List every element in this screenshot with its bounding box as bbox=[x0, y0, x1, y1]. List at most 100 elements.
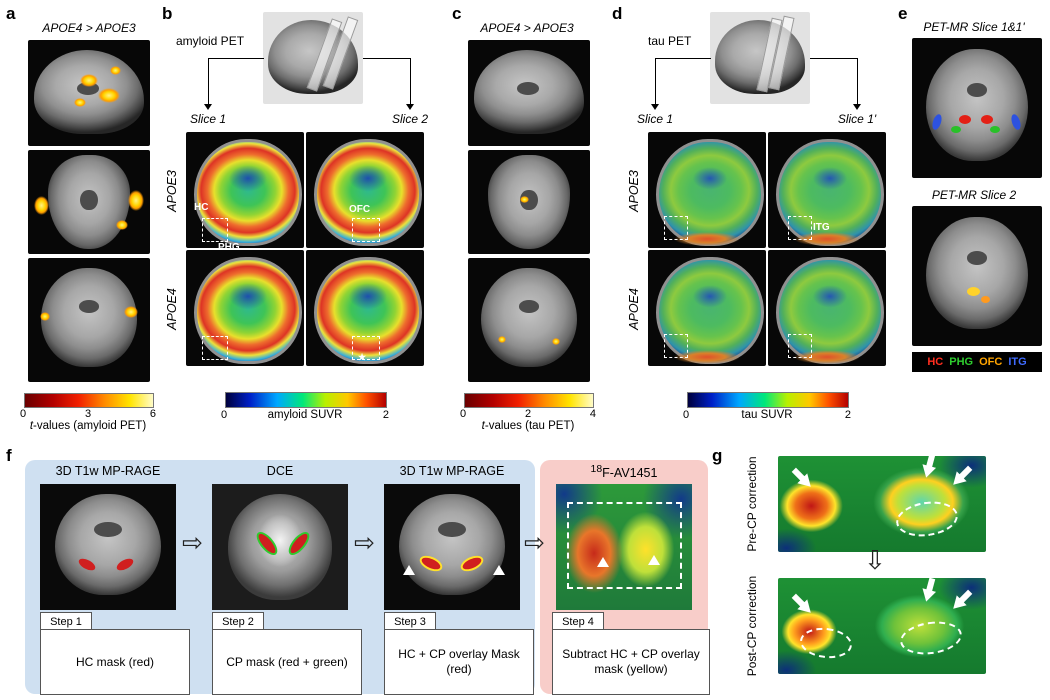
white-arrow-icon bbox=[789, 465, 817, 493]
caption-text: -values (amyloid PET) bbox=[33, 420, 147, 432]
connector-slice1-d bbox=[655, 58, 711, 105]
stage4-title-sup: 18 bbox=[590, 464, 603, 475]
panel-d-label: d bbox=[612, 4, 623, 23]
brain-a-coronal bbox=[28, 258, 150, 382]
colorbar-b-ticks: 0 amyloid SUVR 2 bbox=[221, 409, 389, 421]
activation-hotspot bbox=[34, 196, 49, 215]
slice1-label: Slice 1 bbox=[189, 112, 227, 126]
colorbar-d bbox=[687, 392, 849, 408]
step4-description: Subtract HC + CP overlay mask (yellow) bbox=[552, 629, 710, 695]
row-label-post-cp: Post-CP correction bbox=[745, 575, 759, 677]
pet-overlay bbox=[776, 138, 884, 246]
phg-region-marker bbox=[990, 126, 1000, 134]
stage4-title-text: F-AV1451 bbox=[602, 466, 658, 481]
connector-slice2 bbox=[363, 58, 411, 105]
stage3-image bbox=[384, 484, 520, 610]
annotation-ofc: OFC bbox=[349, 204, 371, 215]
stage4-image bbox=[556, 484, 692, 610]
roi-dashed-box bbox=[664, 216, 688, 240]
arrowhead-icon bbox=[204, 104, 212, 110]
slice2-label: Slice 2 bbox=[391, 112, 429, 126]
pet-overlay bbox=[314, 138, 422, 246]
amyloid-apoe4-slice2 bbox=[306, 250, 424, 366]
brain-tissue bbox=[481, 267, 577, 368]
phg-region-marker bbox=[951, 126, 961, 134]
roi-dashed-box bbox=[664, 334, 688, 358]
colorbar-c-caption: t-values (tau PET) bbox=[440, 420, 616, 432]
colorbar-b-caption: amyloid SUVR bbox=[267, 409, 343, 421]
pointer-triangle-icon bbox=[648, 554, 661, 565]
panel-c-label: c bbox=[452, 4, 462, 23]
pet-overlay bbox=[194, 138, 302, 246]
activation-hotspot bbox=[74, 98, 86, 107]
legend-phg: PHG bbox=[949, 356, 974, 368]
flow-arrow-icon: ⇨ bbox=[182, 528, 203, 557]
annotation-hc: HC bbox=[194, 202, 209, 213]
ventricle-shading bbox=[80, 189, 98, 211]
stage1-title: 3D T1w MP-RAGE bbox=[55, 464, 161, 478]
pet-heatmap bbox=[556, 484, 692, 610]
arrowhead-icon bbox=[651, 104, 659, 110]
pet-overlay bbox=[194, 256, 302, 364]
colorbar-d-caption: tau SUVR bbox=[741, 409, 793, 421]
stage2-image bbox=[212, 484, 348, 610]
stage1-image bbox=[40, 484, 176, 610]
activation-hotspot bbox=[498, 336, 506, 343]
row-label-apoe3-d: APOE3 bbox=[627, 170, 641, 212]
activation-hotspot bbox=[80, 74, 98, 87]
panel-f-label: f bbox=[6, 446, 12, 465]
ofc-region-marker bbox=[980, 295, 990, 303]
brain-tissue bbox=[398, 494, 506, 595]
tick-min: 0 bbox=[221, 409, 228, 421]
tick-mid: 2 bbox=[524, 408, 532, 420]
roi-dashed-box bbox=[788, 216, 812, 240]
tick-min: 0 bbox=[460, 408, 467, 420]
slice1-label-d: Slice 1 bbox=[636, 112, 674, 126]
pointer-triangle-icon bbox=[403, 564, 416, 575]
brain-c-axial bbox=[468, 150, 590, 254]
tick-min: 0 bbox=[20, 408, 27, 420]
amyloid-apoe3-slice1 bbox=[186, 132, 304, 248]
ventricle-shading bbox=[79, 300, 99, 313]
tick-max: 2 bbox=[382, 409, 389, 421]
stage3-title: 3D T1w MP-RAGE bbox=[399, 464, 505, 478]
panel-e-title-1: PET-MR Slice 1&1' bbox=[923, 20, 1025, 34]
panel-b-modality: amyloid PET bbox=[176, 34, 245, 48]
hc-region-marker bbox=[958, 115, 971, 124]
post-cp-heatmap bbox=[778, 578, 986, 674]
caption-t: t bbox=[481, 420, 485, 432]
tick-max: 2 bbox=[844, 409, 851, 421]
colorbar-d-ticks: 0 tau SUVR 2 bbox=[683, 409, 851, 421]
tick-max: 6 bbox=[149, 408, 156, 420]
tau-inferior-rim bbox=[673, 231, 741, 246]
colorbar-b bbox=[225, 392, 387, 408]
activation-hotspot bbox=[116, 220, 128, 230]
row-label-apoe4-d: APOE4 bbox=[627, 288, 641, 330]
hc-region-marker bbox=[980, 115, 993, 124]
tau-apoe4-slice1p bbox=[768, 250, 886, 366]
stage2-title: DCE bbox=[266, 464, 294, 478]
activation-hotspot bbox=[40, 312, 50, 321]
ventricle-shading bbox=[966, 82, 988, 97]
colorbar-a-caption: t-values (amyloid PET) bbox=[0, 420, 176, 432]
caption-t: t bbox=[29, 420, 34, 432]
slice-locator-brain-b bbox=[263, 12, 363, 104]
panel-e-label: e bbox=[898, 4, 908, 23]
amyloid-apoe3-slice2 bbox=[306, 132, 424, 248]
down-arrow-icon: ⇩ bbox=[864, 546, 886, 576]
brain-tissue bbox=[926, 217, 1028, 330]
colorbar-a bbox=[24, 393, 154, 408]
tau-inferior-rim bbox=[673, 349, 741, 364]
ventricle-shading bbox=[519, 300, 539, 313]
panel-g-label: g bbox=[712, 446, 723, 465]
panel-e-title-2: PET-MR Slice 2 bbox=[931, 188, 1017, 202]
panel-c-title: APOE4 > APOE3 bbox=[480, 21, 574, 35]
roi-dashed-ellipse bbox=[893, 497, 961, 541]
row-label-pre-cp: Pre-CP correction bbox=[745, 456, 759, 552]
annotation-itg: ITG bbox=[813, 222, 830, 233]
arrowhead-icon bbox=[406, 104, 414, 110]
pre-cp-heatmap bbox=[778, 456, 986, 552]
amyloid-apoe4-slice1 bbox=[186, 250, 304, 366]
stage4-title: 18F-AV1451 bbox=[552, 464, 696, 480]
brain-tissue bbox=[926, 49, 1028, 162]
